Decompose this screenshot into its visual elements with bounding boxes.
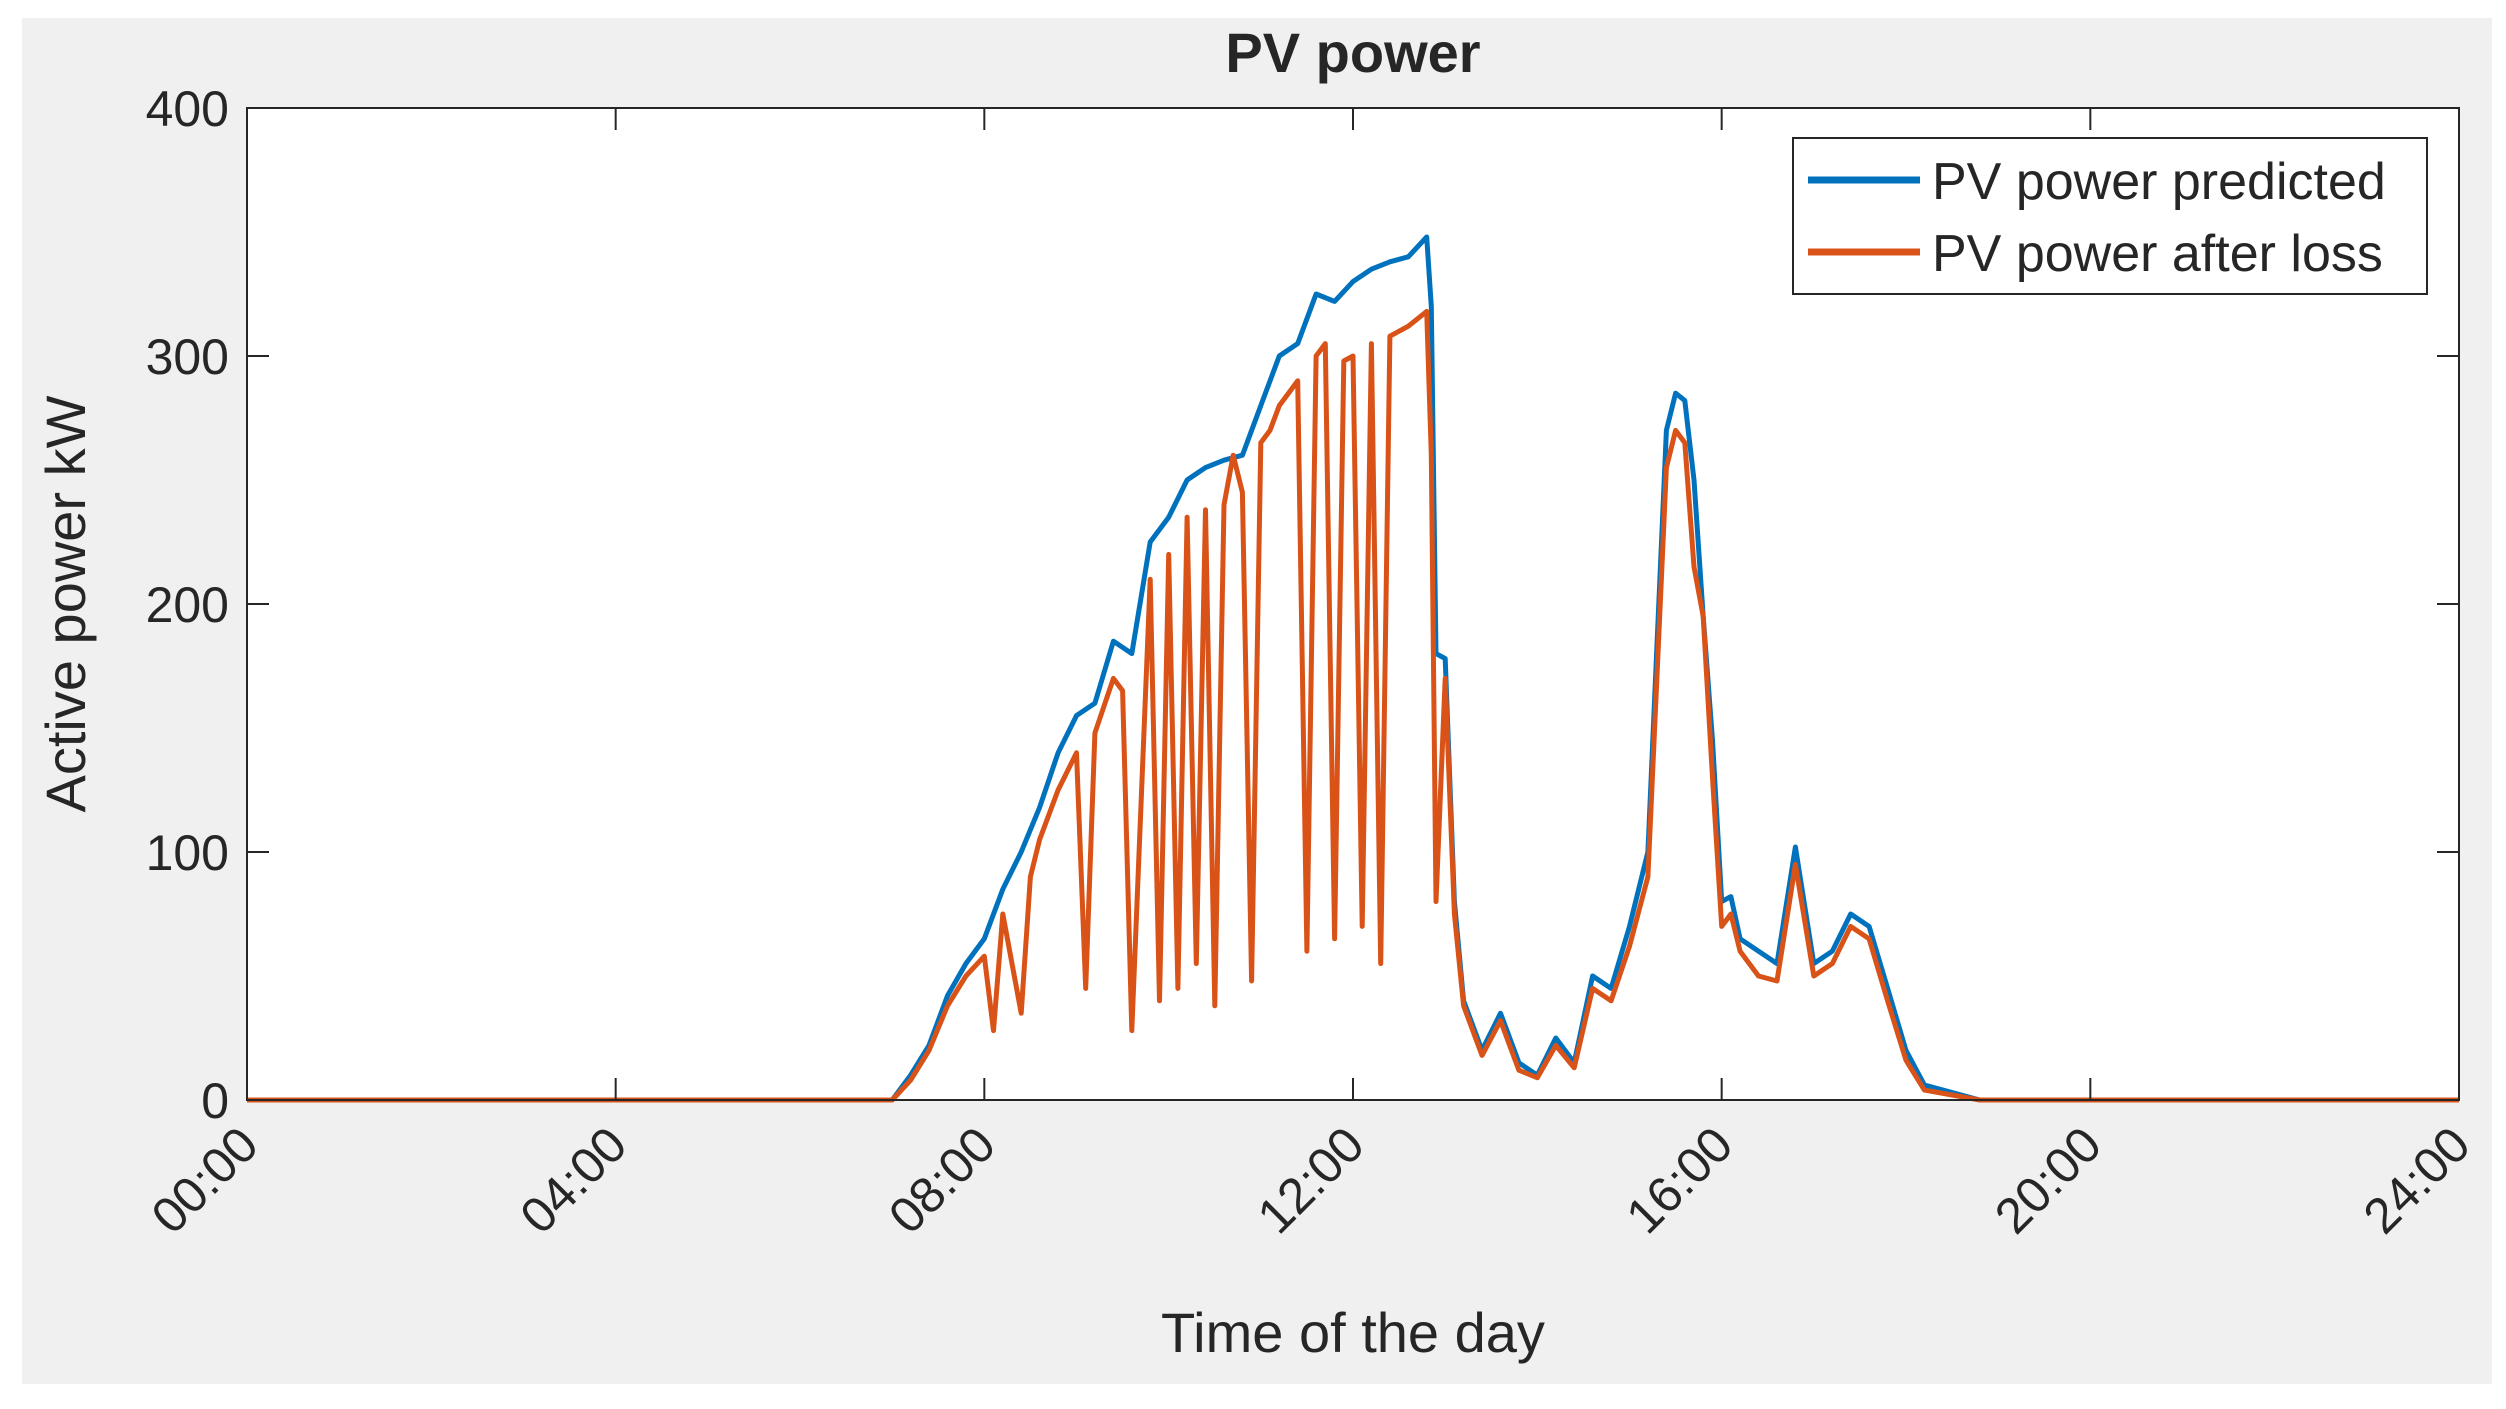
- legend-box: [1792, 137, 2428, 295]
- y-axis-label: Active power kW: [34, 395, 97, 812]
- y-tick-label: 100: [146, 825, 229, 881]
- y-tick-label: 200: [146, 577, 229, 633]
- y-tick-label: 300: [146, 329, 229, 385]
- y-tick-label: 400: [146, 81, 229, 137]
- legend: PV power predicted PV power after loss: [1792, 137, 2428, 295]
- x-axis-label: Time of the day: [1161, 1301, 1545, 1364]
- chart-title: PV power: [1225, 21, 1480, 84]
- legend-label-predicted: PV power predicted: [1932, 153, 2386, 211]
- series-line-after-loss: [247, 308, 2459, 1103]
- y-tick-label: 0: [201, 1073, 229, 1129]
- legend-label-after-loss: PV power after loss: [1932, 225, 2383, 283]
- series-layer: [247, 234, 2459, 1103]
